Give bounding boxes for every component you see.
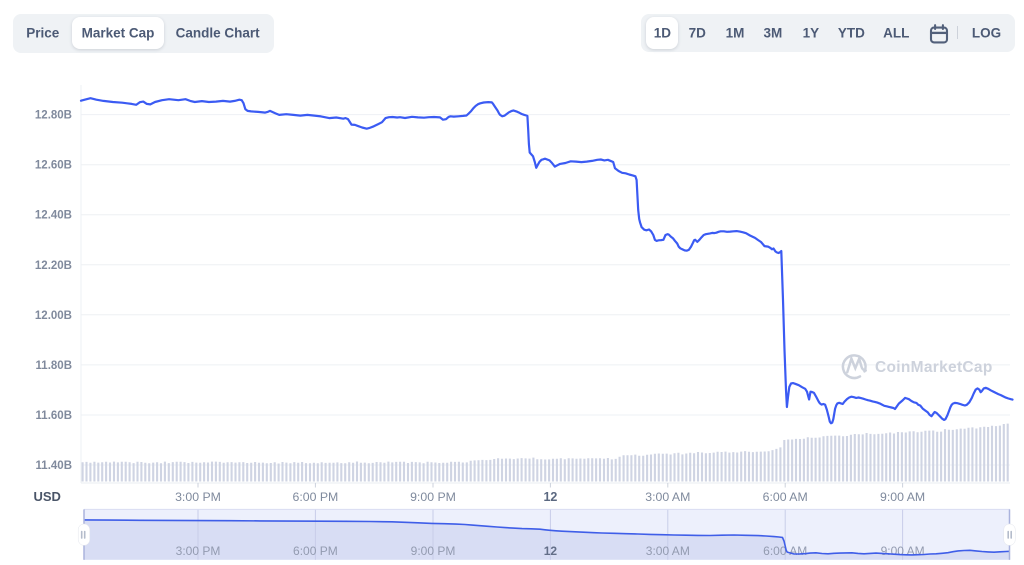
svg-text:USD: USD <box>34 489 61 504</box>
svg-text:11.80B: 11.80B <box>36 360 72 372</box>
svg-text:CoinMarketCap: CoinMarketCap <box>875 359 993 376</box>
svg-text:3:00 AM: 3:00 AM <box>645 490 690 504</box>
svg-text:12.80B: 12.80B <box>35 110 72 122</box>
svg-text:3:00 AM: 3:00 AM <box>646 544 690 558</box>
svg-text:12.40B: 12.40B <box>35 210 72 222</box>
svg-text:6:00 PM: 6:00 PM <box>293 490 339 504</box>
svg-text:6:00 PM: 6:00 PM <box>293 544 338 558</box>
svg-text:9:00 AM: 9:00 AM <box>880 490 925 504</box>
svg-text:12.20B: 12.20B <box>35 260 72 272</box>
svg-text:12: 12 <box>543 490 557 504</box>
svg-text:9:00 PM: 9:00 PM <box>411 544 456 558</box>
svg-text:3:00 PM: 3:00 PM <box>176 544 221 558</box>
svg-text:12.60B: 12.60B <box>35 160 72 172</box>
svg-text:12.00B: 12.00B <box>35 310 72 322</box>
svg-text:12: 12 <box>544 544 558 558</box>
svg-text:11.60B: 11.60B <box>36 410 72 422</box>
svg-text:6:00 AM: 6:00 AM <box>763 490 808 504</box>
svg-text:9:00 AM: 9:00 AM <box>881 544 925 558</box>
svg-text:9:00 PM: 9:00 PM <box>410 490 456 504</box>
svg-text:11.40B: 11.40B <box>36 460 72 472</box>
svg-text:3:00 PM: 3:00 PM <box>175 490 221 504</box>
